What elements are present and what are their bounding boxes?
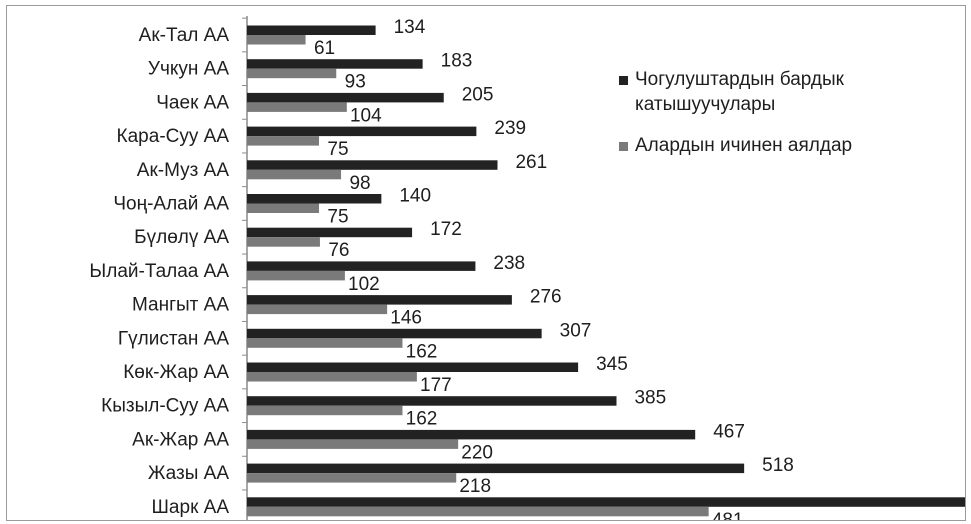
bar-all-participants bbox=[247, 92, 444, 103]
data-label-all-participants: 134 bbox=[394, 17, 426, 38]
bar-all-participants bbox=[247, 25, 376, 35]
data-label-women: 146 bbox=[390, 308, 422, 329]
category-label: Мангыт АА bbox=[132, 295, 229, 316]
data-label-all-participants: 238 bbox=[493, 253, 525, 274]
data-label-women: 102 bbox=[348, 274, 380, 295]
data-label-women: 162 bbox=[406, 341, 438, 362]
category-label: Чаек АА bbox=[156, 92, 229, 113]
data-label-all-participants: 385 bbox=[634, 388, 666, 409]
data-label-all-participants: 345 bbox=[596, 354, 628, 375]
legend-label-all-participants: катышуучулары bbox=[635, 94, 775, 115]
bar-women bbox=[247, 338, 403, 348]
bar-women bbox=[247, 203, 319, 213]
legend-label-women: Алардын ичинен аялдар bbox=[635, 135, 852, 156]
bar-all-participants bbox=[247, 362, 579, 372]
data-label-all-participants: 239 bbox=[494, 118, 526, 139]
bar-women bbox=[247, 136, 319, 146]
bar-women bbox=[247, 304, 388, 315]
data-label-women: 61 bbox=[314, 38, 335, 59]
category-label: Чоң-Алай АА bbox=[113, 194, 229, 215]
labels-layer: Ак-Тал АА 134 61 Учкун АА 183 93 Чаек АА 205 104… bbox=[89, 17, 794, 520]
category-label: Бүлөлү АА bbox=[134, 227, 229, 248]
legend-swatch-all-participants bbox=[619, 76, 628, 85]
bar-women bbox=[247, 68, 337, 79]
data-label-women: 93 bbox=[345, 72, 366, 93]
category-label: Учкун АА bbox=[148, 59, 229, 80]
data-label-women: 104 bbox=[350, 105, 382, 126]
data-label-women: 177 bbox=[420, 375, 452, 396]
data-label-all-participants: 261 bbox=[515, 152, 547, 173]
legend: Чогулуштардын бардык катышуучулары Алардын… bbox=[619, 69, 852, 156]
data-label-all-participants: 518 bbox=[762, 455, 794, 476]
bar-all-participants bbox=[247, 194, 382, 204]
legend-swatch-women bbox=[619, 142, 628, 151]
data-label-all-participants: 467 bbox=[713, 421, 745, 442]
bar-women bbox=[247, 439, 459, 449]
data-label-all-participants: 140 bbox=[399, 186, 431, 207]
category-label: Ак-Жар АА bbox=[132, 429, 229, 450]
data-label-women: 218 bbox=[459, 476, 491, 497]
category-label: Ак-Муз АА bbox=[137, 160, 230, 181]
axis-layer bbox=[242, 16, 248, 520]
bar-all-participants bbox=[247, 429, 696, 440]
bar-all-participants bbox=[247, 396, 617, 406]
bar-chart: Ак-Тал АА 134 61 Учкун АА 183 93 Чаек АА 205 104… bbox=[89, 16, 965, 520]
bar-all-participants bbox=[247, 126, 477, 137]
category-label: Шарк АА bbox=[152, 497, 230, 518]
bar-women bbox=[247, 102, 347, 112]
category-label: Гүлистан АА bbox=[118, 328, 229, 349]
category-label: Кара-Суу АА bbox=[117, 126, 230, 147]
bar-all-participants bbox=[247, 160, 498, 170]
data-label-all-participants: 172 bbox=[430, 219, 462, 240]
data-label-all-participants: 183 bbox=[441, 51, 473, 72]
data-label-all-participants: 276 bbox=[530, 287, 562, 308]
bar-women bbox=[247, 169, 342, 180]
legend-label-all-participants: Чогулуштардын бардык bbox=[635, 69, 845, 90]
bar-all-participants bbox=[247, 261, 476, 271]
category-label: Ылай-Талаа АА bbox=[89, 261, 229, 282]
bar-women bbox=[247, 372, 417, 382]
data-label-women: 98 bbox=[349, 173, 370, 194]
data-label-women: 481 bbox=[712, 510, 744, 520]
data-label-women: 162 bbox=[406, 409, 438, 430]
data-label-women: 75 bbox=[327, 139, 348, 160]
data-label-women: 76 bbox=[328, 240, 349, 261]
bar-women bbox=[247, 506, 709, 517]
chart-frame: Ак-Тал АА 134 61 Учкун АА 183 93 Чаек АА 205 104… bbox=[6, 5, 966, 521]
bar-all-participants bbox=[247, 497, 965, 507]
data-label-all-participants: 205 bbox=[462, 84, 494, 105]
bars-layer bbox=[247, 25, 965, 517]
data-label-women: 220 bbox=[461, 442, 493, 463]
category-label: Кызыл-Суу АА bbox=[101, 396, 229, 417]
bar-women bbox=[247, 405, 403, 416]
data-label-all-participants: 307 bbox=[560, 320, 592, 341]
bar-all-participants bbox=[247, 227, 413, 238]
bar-women bbox=[247, 473, 457, 483]
bar-all-participants bbox=[247, 59, 423, 69]
bar-women bbox=[247, 237, 320, 247]
bar-women bbox=[247, 35, 306, 45]
category-label: Көк-Жар АА bbox=[123, 362, 229, 383]
bar-all-participants bbox=[247, 295, 512, 305]
category-label: Ак-Тал АА bbox=[139, 25, 230, 46]
category-label: Жазы АА bbox=[148, 463, 229, 484]
bar-all-participants bbox=[247, 463, 745, 474]
bar-women bbox=[247, 270, 345, 281]
bar-all-participants bbox=[247, 328, 542, 339]
data-label-women: 75 bbox=[327, 207, 348, 228]
